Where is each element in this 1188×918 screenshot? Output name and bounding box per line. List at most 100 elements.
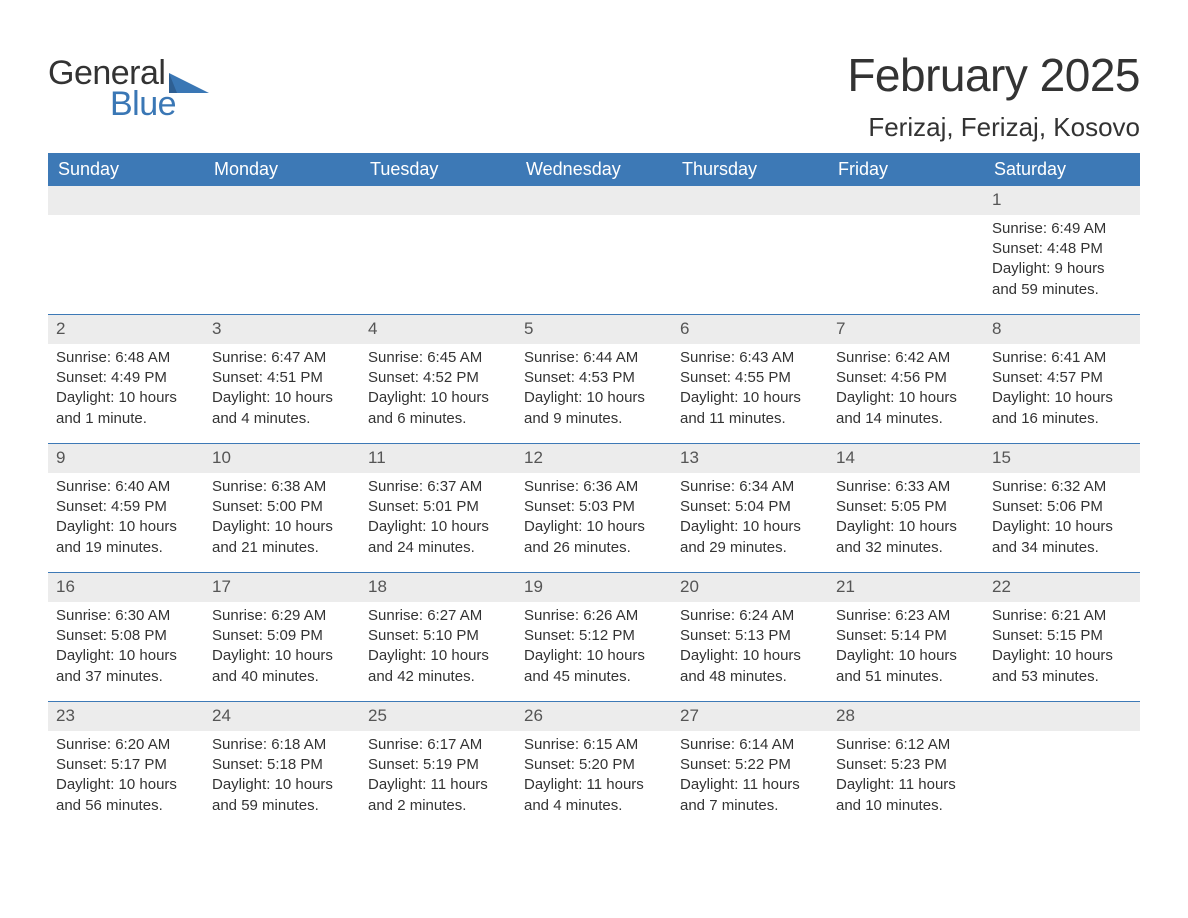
day-body bbox=[984, 731, 1140, 743]
calendar-day: 5Sunrise: 6:44 AMSunset: 4:53 PMDaylight… bbox=[516, 315, 672, 443]
calendar-day: 25Sunrise: 6:17 AMSunset: 5:19 PMDayligh… bbox=[360, 702, 516, 830]
day-body: Sunrise: 6:45 AMSunset: 4:52 PMDaylight:… bbox=[360, 344, 516, 437]
sunrise-text: Sunrise: 6:45 AM bbox=[368, 348, 508, 368]
location-text: Ferizaj, Ferizaj, Kosovo bbox=[847, 112, 1140, 143]
calendar-week: 16Sunrise: 6:30 AMSunset: 5:08 PMDayligh… bbox=[48, 572, 1140, 701]
day-body: Sunrise: 6:44 AMSunset: 4:53 PMDaylight:… bbox=[516, 344, 672, 437]
sunset-text: Sunset: 4:59 PM bbox=[56, 497, 196, 517]
calendar-day bbox=[516, 186, 672, 314]
sunrise-text: Sunrise: 6:30 AM bbox=[56, 606, 196, 626]
day-number: 8 bbox=[984, 315, 1140, 344]
sunrise-text: Sunrise: 6:17 AM bbox=[368, 735, 508, 755]
day-number: 6 bbox=[672, 315, 828, 344]
day-number bbox=[828, 186, 984, 215]
sunset-text: Sunset: 5:10 PM bbox=[368, 626, 508, 646]
daylight-text: Daylight: 11 hours and 7 minutes. bbox=[680, 775, 820, 816]
daylight-text: Daylight: 10 hours and 21 minutes. bbox=[212, 517, 352, 558]
sunset-text: Sunset: 5:00 PM bbox=[212, 497, 352, 517]
calendar-day: 7Sunrise: 6:42 AMSunset: 4:56 PMDaylight… bbox=[828, 315, 984, 443]
calendar-week: 2Sunrise: 6:48 AMSunset: 4:49 PMDaylight… bbox=[48, 314, 1140, 443]
day-number: 11 bbox=[360, 444, 516, 473]
day-body: Sunrise: 6:34 AMSunset: 5:04 PMDaylight:… bbox=[672, 473, 828, 566]
day-number bbox=[48, 186, 204, 215]
sunset-text: Sunset: 4:53 PM bbox=[524, 368, 664, 388]
daylight-text: Daylight: 10 hours and 24 minutes. bbox=[368, 517, 508, 558]
dow-friday: Friday bbox=[828, 153, 984, 186]
calendar-day bbox=[984, 702, 1140, 830]
daylight-text: Daylight: 10 hours and 4 minutes. bbox=[212, 388, 352, 429]
day-number: 16 bbox=[48, 573, 204, 602]
calendar-day: 1Sunrise: 6:49 AMSunset: 4:48 PMDaylight… bbox=[984, 186, 1140, 314]
sunset-text: Sunset: 5:04 PM bbox=[680, 497, 820, 517]
brand-logo: General Blue bbox=[48, 54, 209, 124]
day-body: Sunrise: 6:37 AMSunset: 5:01 PMDaylight:… bbox=[360, 473, 516, 566]
sunrise-text: Sunrise: 6:21 AM bbox=[992, 606, 1132, 626]
sunset-text: Sunset: 5:12 PM bbox=[524, 626, 664, 646]
calendar-day: 18Sunrise: 6:27 AMSunset: 5:10 PMDayligh… bbox=[360, 573, 516, 701]
sunset-text: Sunset: 5:06 PM bbox=[992, 497, 1132, 517]
day-number: 23 bbox=[48, 702, 204, 731]
daylight-text: Daylight: 10 hours and 11 minutes. bbox=[680, 388, 820, 429]
daylight-text: Daylight: 10 hours and 59 minutes. bbox=[212, 775, 352, 816]
day-body: Sunrise: 6:33 AMSunset: 5:05 PMDaylight:… bbox=[828, 473, 984, 566]
sunrise-text: Sunrise: 6:12 AM bbox=[836, 735, 976, 755]
sunset-text: Sunset: 4:57 PM bbox=[992, 368, 1132, 388]
day-number: 4 bbox=[360, 315, 516, 344]
sunrise-text: Sunrise: 6:15 AM bbox=[524, 735, 664, 755]
day-number: 3 bbox=[204, 315, 360, 344]
calendar-day: 14Sunrise: 6:33 AMSunset: 5:05 PMDayligh… bbox=[828, 444, 984, 572]
sunrise-text: Sunrise: 6:41 AM bbox=[992, 348, 1132, 368]
day-body: Sunrise: 6:41 AMSunset: 4:57 PMDaylight:… bbox=[984, 344, 1140, 437]
day-body bbox=[516, 215, 672, 227]
month-title: February 2025 bbox=[847, 48, 1140, 102]
sunrise-text: Sunrise: 6:36 AM bbox=[524, 477, 664, 497]
daylight-text: Daylight: 10 hours and 16 minutes. bbox=[992, 388, 1132, 429]
sunrise-text: Sunrise: 6:34 AM bbox=[680, 477, 820, 497]
day-body bbox=[204, 215, 360, 227]
day-body: Sunrise: 6:17 AMSunset: 5:19 PMDaylight:… bbox=[360, 731, 516, 824]
day-number: 7 bbox=[828, 315, 984, 344]
sunrise-text: Sunrise: 6:49 AM bbox=[992, 219, 1132, 239]
daylight-text: Daylight: 10 hours and 19 minutes. bbox=[56, 517, 196, 558]
calendar-week: 9Sunrise: 6:40 AMSunset: 4:59 PMDaylight… bbox=[48, 443, 1140, 572]
page-header: General Blue February 2025 Ferizaj, Feri… bbox=[48, 18, 1140, 143]
day-number: 24 bbox=[204, 702, 360, 731]
sunset-text: Sunset: 5:01 PM bbox=[368, 497, 508, 517]
title-block: February 2025 Ferizaj, Ferizaj, Kosovo bbox=[847, 18, 1140, 143]
day-body: Sunrise: 6:15 AMSunset: 5:20 PMDaylight:… bbox=[516, 731, 672, 824]
calendar-week: 23Sunrise: 6:20 AMSunset: 5:17 PMDayligh… bbox=[48, 701, 1140, 830]
day-body: Sunrise: 6:26 AMSunset: 5:12 PMDaylight:… bbox=[516, 602, 672, 695]
daylight-text: Daylight: 10 hours and 9 minutes. bbox=[524, 388, 664, 429]
dow-saturday: Saturday bbox=[984, 153, 1140, 186]
calendar-day: 24Sunrise: 6:18 AMSunset: 5:18 PMDayligh… bbox=[204, 702, 360, 830]
day-number: 12 bbox=[516, 444, 672, 473]
sunset-text: Sunset: 5:08 PM bbox=[56, 626, 196, 646]
day-body bbox=[360, 215, 516, 227]
day-body: Sunrise: 6:38 AMSunset: 5:00 PMDaylight:… bbox=[204, 473, 360, 566]
day-body: Sunrise: 6:21 AMSunset: 5:15 PMDaylight:… bbox=[984, 602, 1140, 695]
dow-wednesday: Wednesday bbox=[516, 153, 672, 186]
daylight-text: Daylight: 10 hours and 1 minute. bbox=[56, 388, 196, 429]
sunset-text: Sunset: 4:51 PM bbox=[212, 368, 352, 388]
calendar-day: 16Sunrise: 6:30 AMSunset: 5:08 PMDayligh… bbox=[48, 573, 204, 701]
day-number: 18 bbox=[360, 573, 516, 602]
sunset-text: Sunset: 4:49 PM bbox=[56, 368, 196, 388]
sunrise-text: Sunrise: 6:23 AM bbox=[836, 606, 976, 626]
sunset-text: Sunset: 4:55 PM bbox=[680, 368, 820, 388]
day-number: 26 bbox=[516, 702, 672, 731]
sunset-text: Sunset: 5:17 PM bbox=[56, 755, 196, 775]
day-number: 25 bbox=[360, 702, 516, 731]
sunset-text: Sunset: 5:09 PM bbox=[212, 626, 352, 646]
daylight-text: Daylight: 10 hours and 42 minutes. bbox=[368, 646, 508, 687]
day-number bbox=[984, 702, 1140, 731]
calendar-day: 4Sunrise: 6:45 AMSunset: 4:52 PMDaylight… bbox=[360, 315, 516, 443]
sunrise-text: Sunrise: 6:33 AM bbox=[836, 477, 976, 497]
day-body: Sunrise: 6:30 AMSunset: 5:08 PMDaylight:… bbox=[48, 602, 204, 695]
sunset-text: Sunset: 5:14 PM bbox=[836, 626, 976, 646]
calendar-day bbox=[828, 186, 984, 314]
day-number: 27 bbox=[672, 702, 828, 731]
sunrise-text: Sunrise: 6:44 AM bbox=[524, 348, 664, 368]
calendar-day: 19Sunrise: 6:26 AMSunset: 5:12 PMDayligh… bbox=[516, 573, 672, 701]
sunset-text: Sunset: 5:13 PM bbox=[680, 626, 820, 646]
day-number: 2 bbox=[48, 315, 204, 344]
